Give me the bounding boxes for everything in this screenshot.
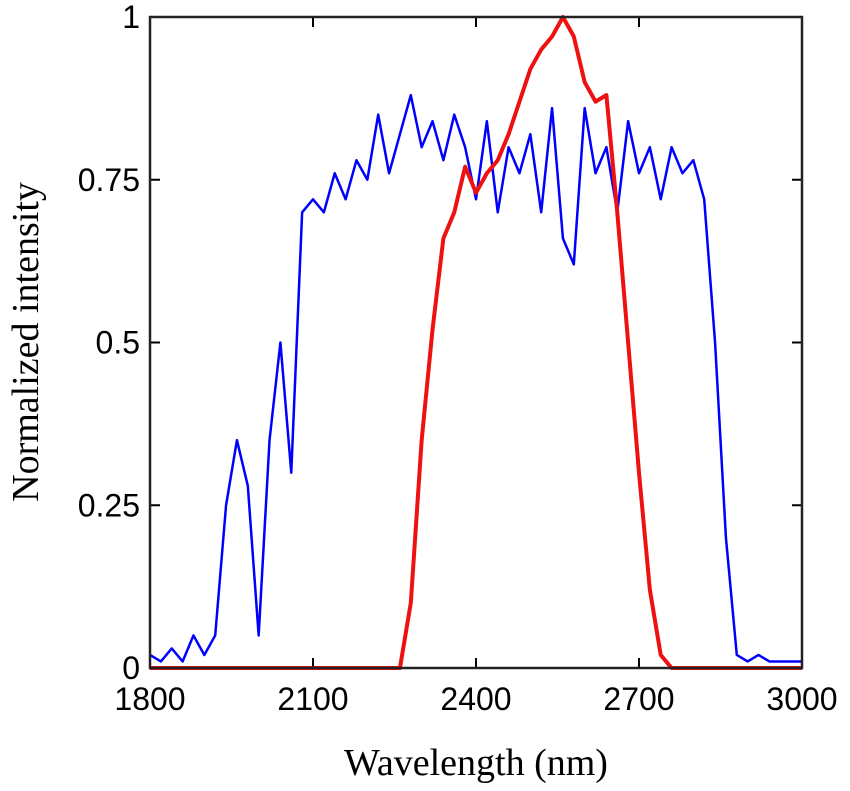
y-axis-label: Normalized intensity (5, 182, 47, 502)
y-tick-label: 0 (122, 650, 140, 686)
x-tick-label: 2100 (277, 681, 348, 717)
x-axis-label: Wavelength (nm) (344, 742, 608, 784)
y-tick-label: 0.5 (96, 325, 140, 361)
plot-frame (148, 15, 804, 670)
data-line (149, 93, 802, 663)
x-tick-label: 1800 (114, 681, 185, 717)
y-tick-label: 1 (122, 0, 140, 35)
y-tick-label: 0.75 (78, 162, 140, 198)
y-tick-label: 0.25 (78, 487, 140, 523)
x-tick-label: 2400 (440, 681, 511, 717)
x-tick-label: 2700 (603, 681, 674, 717)
x-tick-label: 3000 (766, 681, 837, 717)
data-line (150, 15, 802, 670)
